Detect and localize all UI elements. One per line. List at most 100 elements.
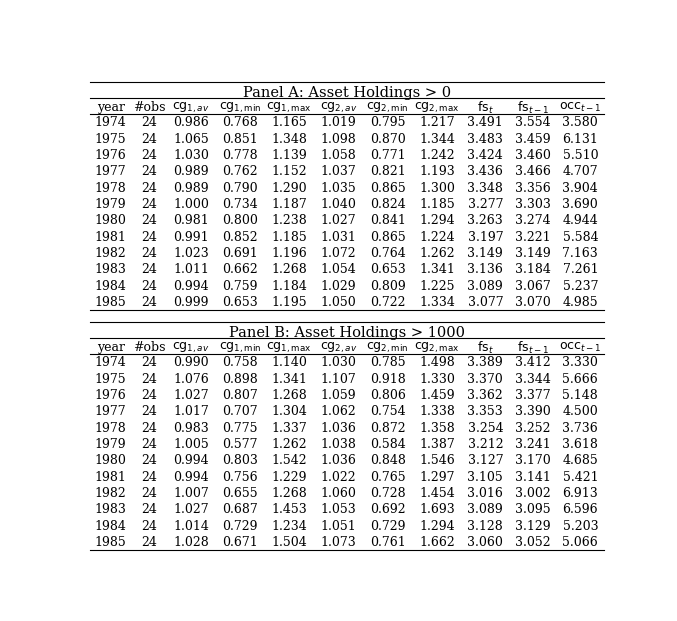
Text: 1979: 1979 (95, 198, 127, 211)
Text: 3.052: 3.052 (515, 536, 550, 549)
Text: 1.014: 1.014 (173, 520, 209, 533)
Text: 1.195: 1.195 (271, 296, 307, 309)
Text: 1.453: 1.453 (271, 503, 307, 516)
Text: 0.800: 0.800 (222, 214, 258, 227)
Text: $\mathrm{occ}_{t-1}$: $\mathrm{occ}_{t-1}$ (559, 101, 602, 114)
Text: 1.297: 1.297 (419, 471, 455, 484)
Text: 1.036: 1.036 (321, 422, 357, 435)
Text: 1.073: 1.073 (321, 536, 357, 549)
Text: 1.038: 1.038 (321, 438, 357, 451)
Text: 0.653: 0.653 (222, 296, 258, 309)
Text: 0.986: 0.986 (173, 116, 209, 129)
Text: 4.944: 4.944 (563, 214, 598, 227)
Text: 3.491: 3.491 (468, 116, 503, 129)
Text: 0.764: 0.764 (370, 247, 406, 260)
Text: 1.022: 1.022 (321, 471, 356, 484)
Text: $\mathrm{fs}_{t}$: $\mathrm{fs}_{t}$ (477, 99, 494, 116)
Text: 1974: 1974 (95, 356, 127, 369)
Text: 1.030: 1.030 (321, 356, 357, 369)
Text: 1.348: 1.348 (271, 133, 307, 146)
Text: $\mathrm{cg}_{2,\mathrm{max}}$: $\mathrm{cg}_{2,\mathrm{max}}$ (414, 101, 460, 115)
Text: 1.234: 1.234 (271, 520, 307, 533)
Text: 1975: 1975 (95, 373, 127, 386)
Text: 1.165: 1.165 (271, 116, 307, 129)
Text: 3.274: 3.274 (515, 214, 550, 227)
Text: 3.149: 3.149 (515, 247, 550, 260)
Text: 3.303: 3.303 (515, 198, 551, 211)
Text: 1.027: 1.027 (321, 214, 356, 227)
Text: 4.685: 4.685 (563, 455, 598, 468)
Text: 1.459: 1.459 (419, 389, 455, 402)
Text: 1.294: 1.294 (419, 214, 455, 227)
Text: 0.989: 0.989 (173, 182, 209, 194)
Text: 1.005: 1.005 (173, 438, 209, 451)
Text: 1.454: 1.454 (419, 487, 455, 500)
Text: 1981: 1981 (95, 471, 127, 484)
Text: 3.412: 3.412 (515, 356, 550, 369)
Text: 0.790: 0.790 (222, 182, 258, 194)
Text: 1979: 1979 (95, 438, 127, 451)
Text: 3.277: 3.277 (468, 198, 503, 211)
Text: 0.785: 0.785 (370, 356, 406, 369)
Text: 1982: 1982 (95, 247, 127, 260)
Text: $\mathrm{cg}_{2,\mathrm{min}}$: $\mathrm{cg}_{2,\mathrm{min}}$ (366, 101, 409, 115)
Text: 1.304: 1.304 (271, 406, 307, 419)
Text: 1.040: 1.040 (321, 198, 357, 211)
Text: 0.989: 0.989 (173, 165, 209, 178)
Text: 24: 24 (141, 165, 157, 178)
Text: 1976: 1976 (95, 149, 127, 162)
Text: 3.136: 3.136 (467, 263, 503, 276)
Text: 7.163: 7.163 (563, 247, 598, 260)
Text: 24: 24 (141, 296, 157, 309)
Text: 5.510: 5.510 (563, 149, 598, 162)
Text: 1.062: 1.062 (321, 406, 357, 419)
Text: 3.904: 3.904 (563, 182, 598, 194)
Text: 0.870: 0.870 (370, 133, 406, 146)
Text: 3.077: 3.077 (468, 296, 503, 309)
Text: 3.089: 3.089 (468, 503, 503, 516)
Text: 24: 24 (141, 230, 157, 243)
Text: 3.377: 3.377 (515, 389, 550, 402)
Text: 0.807: 0.807 (222, 389, 258, 402)
Text: 3.460: 3.460 (515, 149, 551, 162)
Text: 1.224: 1.224 (419, 230, 455, 243)
Text: 24: 24 (141, 279, 157, 292)
Text: 1.185: 1.185 (419, 198, 455, 211)
Text: 1.053: 1.053 (321, 503, 357, 516)
Text: 3.580: 3.580 (563, 116, 598, 129)
Text: 1.294: 1.294 (419, 520, 455, 533)
Text: 24: 24 (141, 389, 157, 402)
Text: 0.795: 0.795 (370, 116, 406, 129)
Text: 1.498: 1.498 (419, 356, 455, 369)
Text: year: year (97, 341, 125, 354)
Text: 0.806: 0.806 (370, 389, 406, 402)
Text: 3.353: 3.353 (468, 406, 503, 419)
Text: 3.554: 3.554 (515, 116, 550, 129)
Text: 0.994: 0.994 (173, 279, 209, 292)
Text: 1.054: 1.054 (321, 263, 357, 276)
Text: 24: 24 (141, 406, 157, 419)
Text: 24: 24 (141, 536, 157, 549)
Text: 24: 24 (141, 422, 157, 435)
Text: $\mathrm{cg}_{1,av}$: $\mathrm{cg}_{1,av}$ (172, 340, 210, 355)
Text: 0.662: 0.662 (222, 263, 258, 276)
Text: 1.196: 1.196 (271, 247, 307, 260)
Text: 3.212: 3.212 (468, 438, 503, 451)
Text: 0.775: 0.775 (222, 422, 258, 435)
Text: 0.803: 0.803 (222, 455, 258, 468)
Text: 3.105: 3.105 (468, 471, 503, 484)
Text: 0.852: 0.852 (222, 230, 258, 243)
Text: 3.089: 3.089 (468, 279, 503, 292)
Text: 1.050: 1.050 (321, 296, 357, 309)
Text: 0.759: 0.759 (222, 279, 258, 292)
Text: 1983: 1983 (95, 503, 127, 516)
Text: 5.421: 5.421 (563, 471, 598, 484)
Text: 3.241: 3.241 (515, 438, 550, 451)
Text: 1.217: 1.217 (419, 116, 455, 129)
Text: 3.254: 3.254 (468, 422, 503, 435)
Text: 1.341: 1.341 (419, 263, 455, 276)
Text: 0.865: 0.865 (370, 230, 406, 243)
Text: 0.778: 0.778 (222, 149, 258, 162)
Text: 1.358: 1.358 (419, 422, 455, 435)
Text: 0.994: 0.994 (173, 471, 209, 484)
